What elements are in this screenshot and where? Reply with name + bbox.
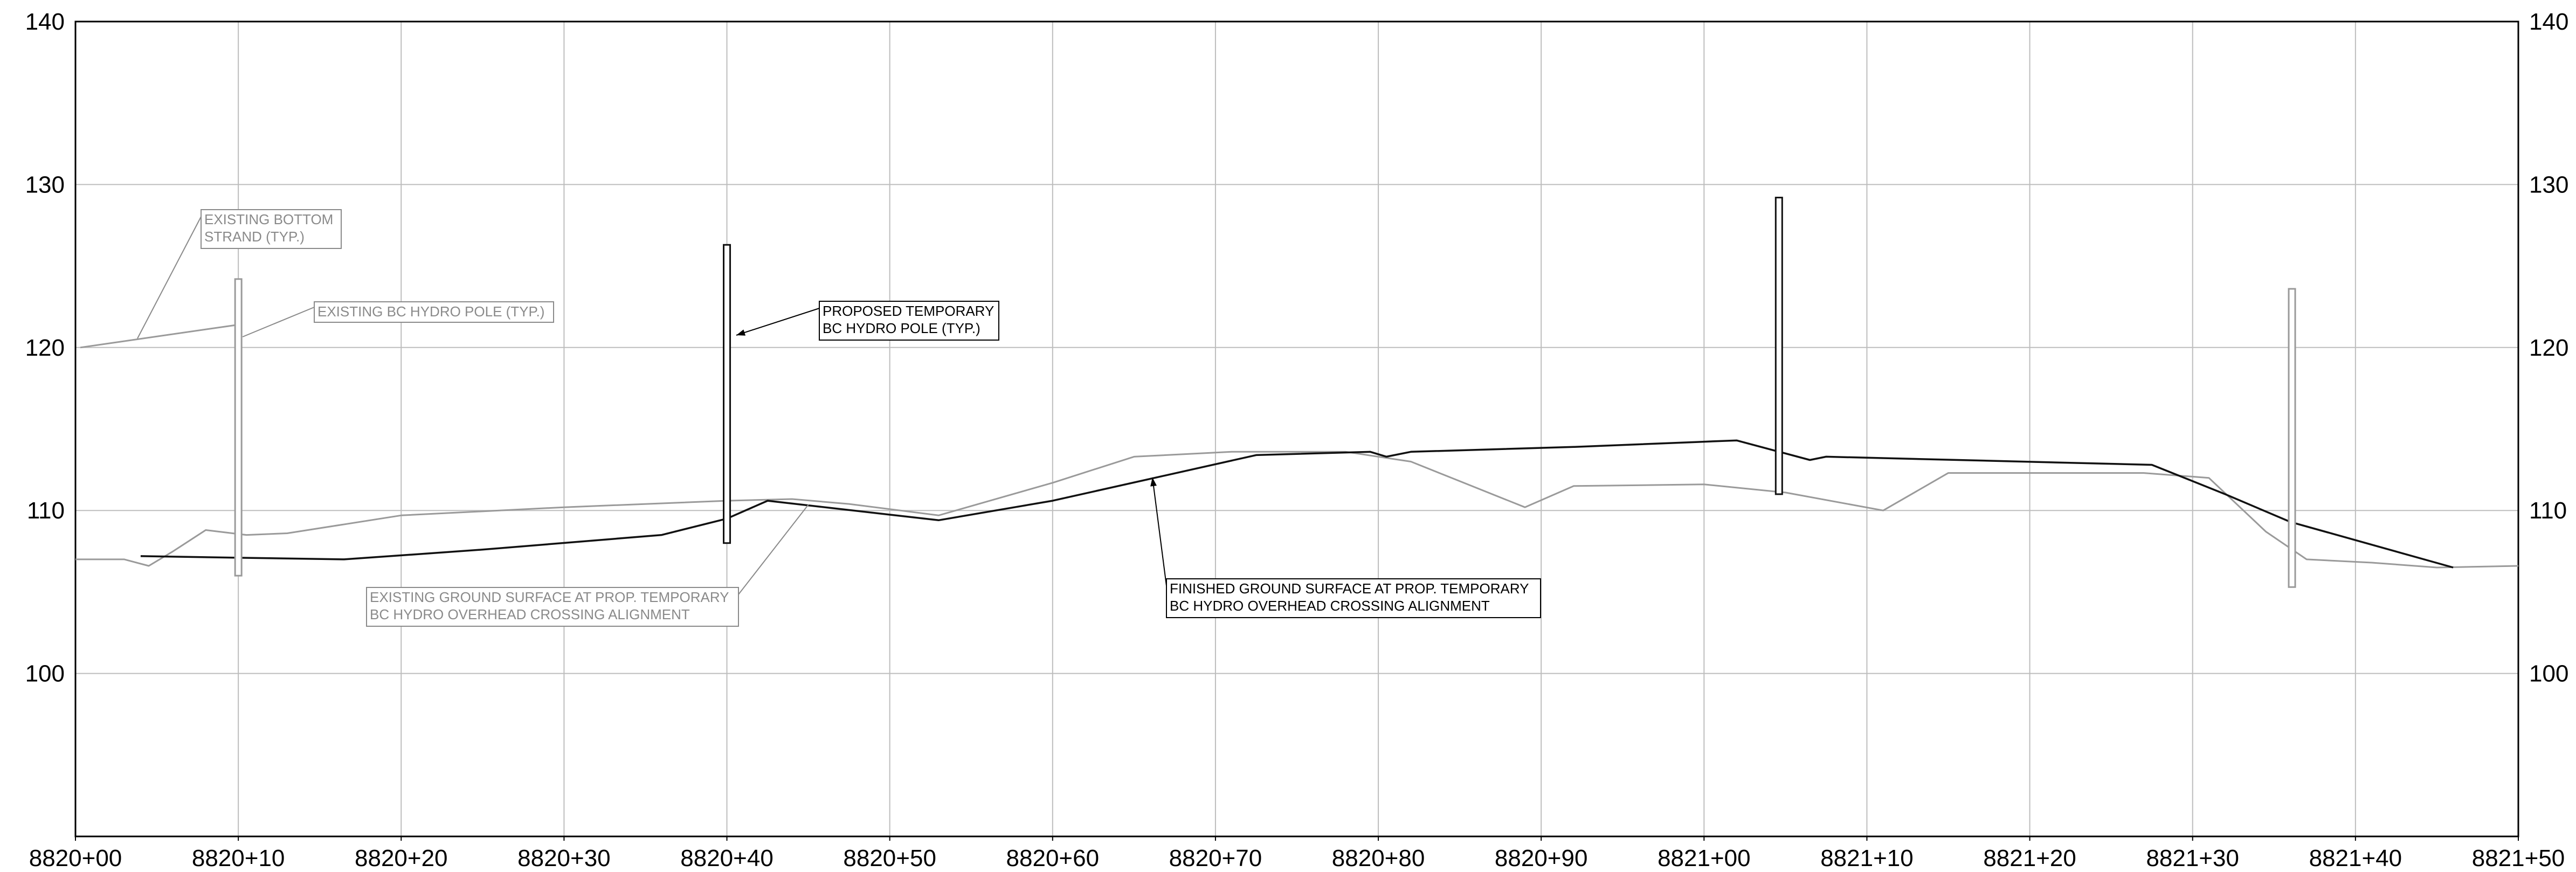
existing-bottom-strand-text: STRAND (TYP.) [204,229,305,245]
pole-layer [234,197,2296,588]
proposed-hydro-pole-text: PROPOSED TEMPORARY [823,303,994,319]
x-tick-label: 8821+50 [2472,845,2565,871]
x-tick-label: 8820+80 [1332,845,1425,871]
y-tick-label-left: 100 [25,661,65,687]
y-tick-label-right: 110 [2529,497,2567,524]
x-tick-label: 8820+50 [843,845,936,871]
finished-ground-line [140,439,2454,569]
x-tick-label: 8820+70 [1169,845,1262,871]
x-tick-label: 8820+40 [680,845,774,871]
existing-bottom-strand-text: EXISTING BOTTOM [204,211,333,227]
x-tick-label: 8821+00 [1658,845,1751,871]
existing-ground-line [75,451,2519,569]
existing-hydro-pole-leader [242,307,315,337]
existing-bottom-strand-annotation: EXISTING BOTTOM STRAND (TYP.) [137,209,342,339]
x-tick-label: 8821+20 [1983,845,2076,871]
y-tick-label-right: 130 [2529,171,2568,198]
tick-labels: 8820+00 8820+10 8820+20 8820+30 8820+40 8820+… [25,9,2569,871]
x-tick-label: 8820+20 [355,845,448,871]
plot-frame [74,20,2519,838]
existing-hydro-pole-box [314,301,554,323]
y-tick-label-left: 130 [25,171,65,198]
proposed-pole-2 [1774,197,1783,495]
existing-ground-surface-text: EXISTING GROUND SURFACE AT PROP. TEMPORA… [370,589,729,605]
x-tick-label: 8820+10 [192,845,285,871]
y-tick-label-left: 140 [25,9,65,35]
existing-hydro-pole-text: EXISTING BC HYDRO POLE (TYP.) [317,303,544,320]
existing-pole-2 [2288,288,2296,588]
finished-ground-surface-annotation: FINISHED GROUND SURFACE AT PROP. TEMPORA… [1150,477,1541,618]
finished-ground-surface-text: BC HYDRO OVERHEAD CROSSING ALIGNMENT [1170,598,1490,614]
x-tick-label: 8820+60 [1006,845,1100,871]
x-tick-label: 8820+30 [517,845,611,871]
y-tick-label-right: 120 [2529,335,2568,361]
x-tick-label: 8821+40 [2309,845,2402,871]
existing-ground-surface-leader [738,504,809,595]
finished-ground-surface-leader [1152,477,1167,586]
plot-border [74,20,2519,838]
annotation-layer: EXISTING BOTTOM STRAND (TYP.) EXISTING BC … [137,209,1541,627]
y-tick-label-right: 100 [2529,661,2568,687]
finished-ground-surface-text: FINISHED GROUND SURFACE AT PROP. TEMPORA… [1170,580,1529,597]
existing-pole-1 [234,278,243,577]
existing-ground-surface-text: BC HYDRO OVERHEAD CROSSING ALIGNMENT [370,606,690,622]
existing-hydro-pole-annotation: EXISTING BC HYDRO POLE (TYP.) [242,301,554,337]
y-tick-label-left: 110 [27,497,65,524]
series-layer [75,323,2519,569]
proposed-hydro-pole-box [819,301,999,341]
proposed-pole-1 [723,244,731,544]
y-tick-label-left: 120 [25,335,65,361]
existing-bottom-strand-leader [137,216,202,339]
proposed-hydro-pole-arrowhead [736,329,746,336]
proposed-hydro-pole-leader [736,308,820,336]
existing-bottom-strand-box [201,209,342,249]
proposed-hydro-pole-text: BC HYDRO POLE (TYP.) [823,320,980,336]
existing-bottom-strand-line [80,323,239,349]
grid [75,22,2518,836]
existing-ground-surface-box [366,587,739,627]
finished-ground-surface-arrowhead [1150,477,1157,487]
x-tick-label: 8821+10 [1820,845,1914,871]
existing-ground-surface-annotation: EXISTING GROUND SURFACE AT PROP. TEMPORA… [366,504,809,627]
x-tick-label: 8820+90 [1495,845,1588,871]
x-tick-label: 8821+30 [2146,845,2239,871]
x-tick-label: 8820+00 [29,845,122,871]
finished-ground-surface-box [1166,578,1541,618]
y-tick-label-right: 140 [2529,9,2568,35]
